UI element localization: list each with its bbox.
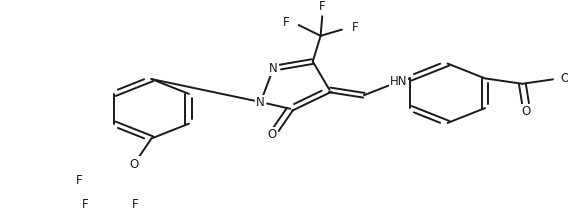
Text: N: N xyxy=(256,95,265,109)
Text: O: O xyxy=(268,128,277,141)
Text: F: F xyxy=(283,16,290,29)
Text: HN: HN xyxy=(390,75,407,88)
Text: F: F xyxy=(82,198,89,211)
Text: N: N xyxy=(269,62,278,75)
Text: O: O xyxy=(521,105,531,118)
Text: O: O xyxy=(129,158,139,171)
Text: F: F xyxy=(352,21,358,34)
Text: O: O xyxy=(560,72,568,85)
Text: F: F xyxy=(76,174,83,187)
Text: F: F xyxy=(131,198,138,211)
Text: F: F xyxy=(319,0,326,13)
